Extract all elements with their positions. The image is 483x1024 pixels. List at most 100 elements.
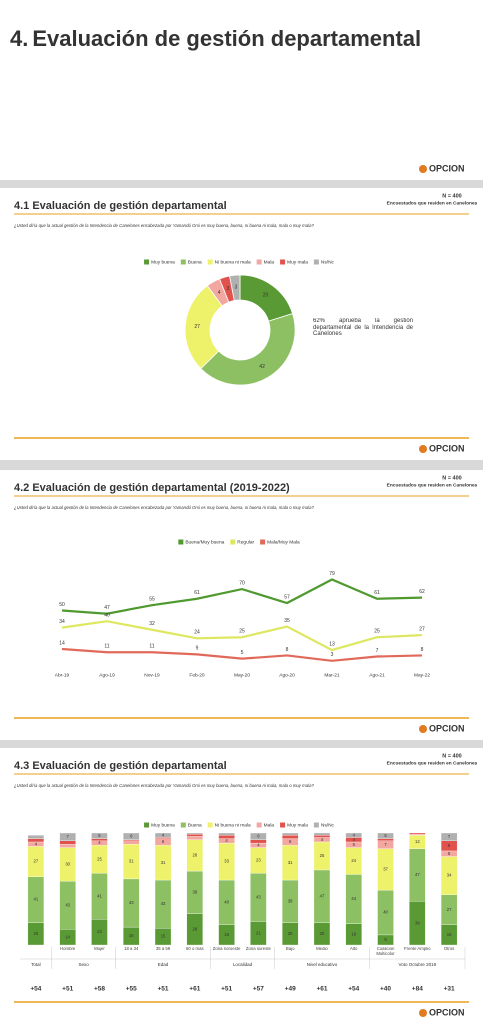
- slice-label: 4: [218, 290, 221, 296]
- x-tick-label-box: Medio: [316, 947, 328, 951]
- x-tick-label-box: Mujer: [94, 947, 105, 951]
- segment-label: 5: [353, 842, 356, 847]
- sample-description: Encuestados que residen en Canelones: [387, 200, 478, 206]
- x-tick-label: Mujer: [94, 947, 105, 951]
- bar-segment: [27, 835, 45, 839]
- group-label: Edad: [158, 962, 169, 967]
- segment-label: 33: [224, 859, 229, 864]
- segment-label: 23: [256, 858, 261, 863]
- data-label: 35: [284, 618, 290, 624]
- net-label: +58: [94, 986, 105, 993]
- bar-segment: [250, 839, 267, 844]
- segment-label: 18: [224, 932, 229, 937]
- bar-segment: [282, 832, 299, 836]
- slide: [0, 470, 483, 740]
- x-tick-label-box: Zona noroeste: [212, 947, 241, 951]
- series-line: [61, 578, 423, 615]
- data-label: 34: [59, 619, 65, 625]
- segment-label: 31: [288, 860, 293, 865]
- logo: OPCION: [429, 723, 465, 733]
- legend-label: Ns/Nc: [321, 822, 335, 828]
- group-label: Localidad: [233, 962, 253, 967]
- legend-swatch: [280, 259, 286, 265]
- bar-segment: [186, 832, 203, 835]
- segment-label: 6: [257, 833, 260, 838]
- segment-label: 12: [415, 839, 420, 844]
- legend: Muy buena Buena Ni buena ni mala Mala Muy ma…: [144, 822, 335, 828]
- x-tick-label: Zona sureste: [245, 947, 271, 951]
- segment-label: 4: [98, 840, 101, 845]
- donut-slice: [200, 313, 296, 386]
- x-tick-label-box: 18 a 34: [124, 947, 138, 951]
- segment-label: 16: [129, 933, 134, 938]
- data-label: 24: [194, 630, 200, 636]
- x-tick-label: Coalición Multicolor: [376, 947, 395, 956]
- data-label: 25: [239, 629, 245, 635]
- data-label: 32: [149, 621, 155, 627]
- question: ¿Usted diría que la actual gestión de la…: [14, 505, 314, 510]
- net-label: +54: [30, 986, 41, 993]
- data-label: 7: [376, 648, 379, 654]
- segment-label: 28: [192, 926, 197, 931]
- header-title: Evaluación de gestión departamental: [32, 26, 421, 51]
- bar-segment: [409, 833, 426, 836]
- legend-label: Muy buena: [151, 822, 175, 828]
- legend-label: Ns/Nc: [321, 259, 335, 265]
- x-tick-label: Feb-20: [189, 672, 205, 678]
- segment-label: 19: [351, 931, 356, 936]
- segment-label: 9: [448, 843, 451, 848]
- segment-label: 5: [448, 851, 451, 856]
- data-label: 47: [104, 605, 110, 611]
- chart-title: 4.1 Evaluación de gestión departamental: [14, 200, 227, 212]
- x-tick-label: Ago-21: [369, 672, 385, 678]
- legend-label: Buena: [188, 259, 202, 265]
- logo: OPCION: [429, 1007, 465, 1017]
- segment-label: 39: [415, 920, 420, 925]
- segment-label: 37: [383, 867, 388, 872]
- segment-label: 9: [384, 937, 387, 942]
- data-label: 55: [149, 596, 155, 602]
- data-label: 79: [329, 571, 335, 577]
- x-tick-label: Alto: [350, 947, 358, 951]
- legend-label: Buena: [188, 822, 202, 828]
- slice-label: 42: [259, 364, 265, 370]
- bar-segment: [91, 838, 108, 841]
- slice-label: 3: [235, 285, 238, 291]
- net-label: +61: [189, 986, 200, 993]
- legend-swatch: [207, 822, 213, 828]
- slide: [0, 0, 483, 180]
- data-label: 14: [59, 640, 65, 646]
- legend-swatch: [207, 259, 213, 265]
- bar-segment: [27, 838, 45, 843]
- segment-label: 23: [97, 929, 102, 934]
- sample-n: N = 400: [442, 475, 461, 481]
- segment-label: 38: [192, 889, 197, 894]
- bar-segment: [123, 840, 140, 845]
- x-tick-label: Frente Amplio: [404, 947, 431, 951]
- donut-slice: [229, 274, 241, 302]
- slice-label: 27: [194, 324, 200, 330]
- header-number: 4.: [10, 26, 28, 51]
- net-label: +49: [285, 986, 296, 993]
- x-tick-label: Zona noroeste: [212, 947, 241, 951]
- legend-swatch: [144, 259, 150, 265]
- sample-n: N = 400: [442, 753, 461, 759]
- net-label: +84: [412, 986, 423, 993]
- data-label: 50: [59, 602, 65, 608]
- legend-label: Mala: [264, 259, 275, 265]
- legend-swatch: [256, 259, 262, 265]
- bar-segment: [186, 833, 203, 837]
- bar-segment: [91, 832, 108, 839]
- series-line: [61, 620, 423, 652]
- segment-label: 4: [353, 837, 356, 842]
- slide: [0, 748, 483, 1024]
- net-label: +61: [316, 986, 327, 993]
- legend-swatch: [178, 539, 184, 545]
- segment-label: 43: [161, 901, 166, 906]
- slice-label: 3: [226, 286, 229, 292]
- logo-mark: [419, 1009, 427, 1017]
- segment-label: 20: [320, 931, 325, 936]
- segment-label: 18: [447, 932, 452, 937]
- chart-title: 4.3 Evaluación de gestión departamental: [14, 760, 227, 772]
- group-label: Nivel educativo: [307, 962, 338, 967]
